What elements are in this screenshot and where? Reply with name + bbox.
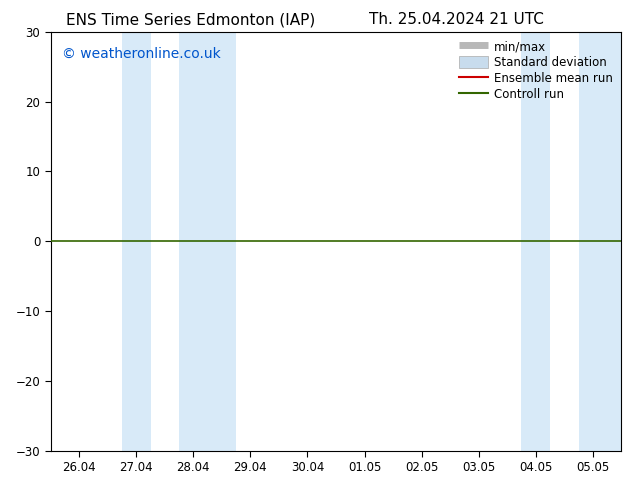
Text: © weatheronline.co.uk: © weatheronline.co.uk (62, 47, 221, 60)
Bar (521, 32, 550, 451)
Bar (578, 32, 621, 451)
Text: Th. 25.04.2024 21 UTC: Th. 25.04.2024 21 UTC (369, 12, 544, 27)
Text: ENS Time Series Edmonton (IAP): ENS Time Series Edmonton (IAP) (65, 12, 315, 27)
Bar (122, 32, 150, 451)
Legend: min/max, Standard deviation, Ensemble mean run, Controll run: min/max, Standard deviation, Ensemble me… (456, 38, 616, 103)
Bar (179, 32, 236, 451)
